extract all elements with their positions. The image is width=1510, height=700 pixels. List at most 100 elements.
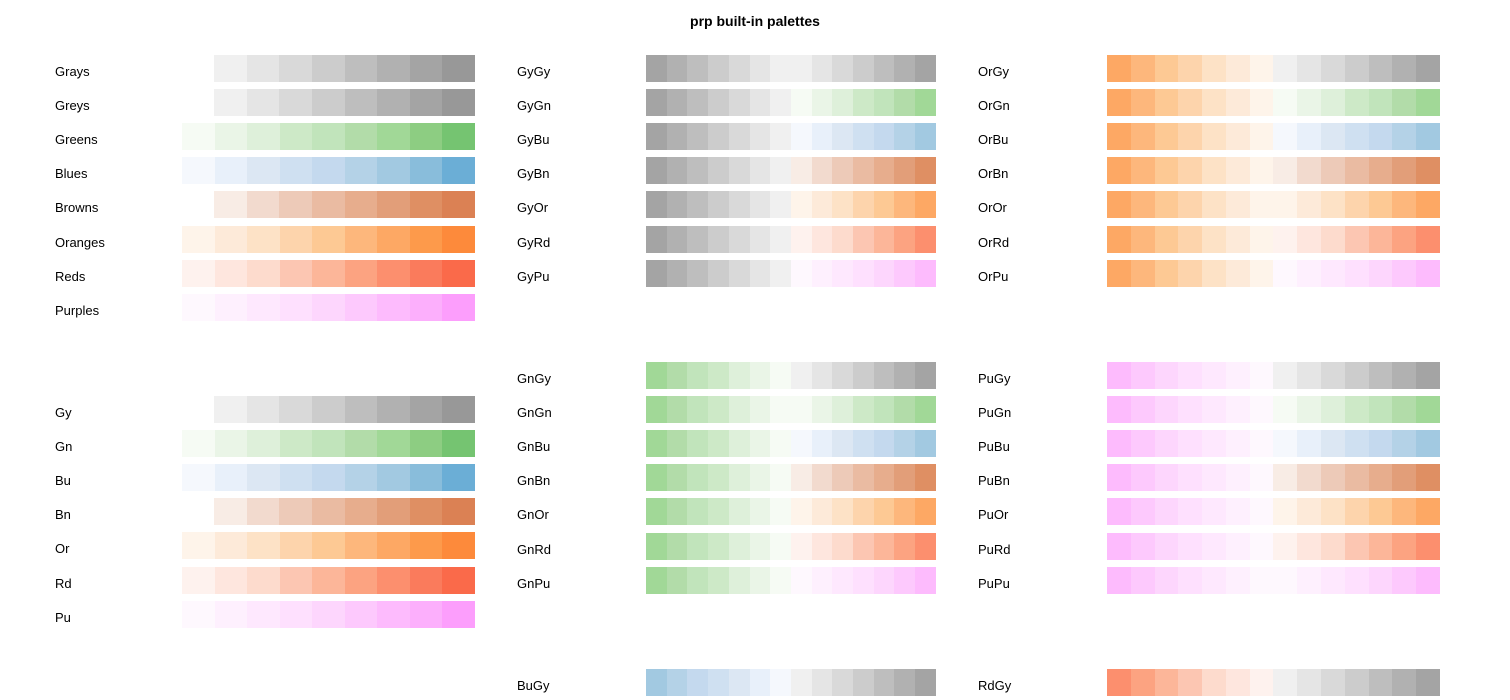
palette-label-gygn: GyGn [517,98,551,113]
palette-swatch [214,226,248,253]
palette-swatch [832,567,854,594]
palette-swatch [1202,498,1226,525]
palette-swatch [344,226,378,253]
palette-swatch [687,362,709,389]
palette-swatch [182,601,215,628]
palette-swatch [1368,191,1393,218]
palette-swatch [790,362,812,389]
palette-swatch [646,464,667,491]
palette-swatch [646,362,667,389]
palette-swatch [853,226,874,253]
palette-swatch [1178,396,1203,423]
palette-swatch [811,260,833,287]
palette-swatch [853,669,874,696]
palette-swatch [728,498,750,525]
palette-swatch [770,567,791,594]
palette-swatch [182,567,215,594]
palette-swatch [1368,567,1393,594]
palette-swatch [873,89,895,116]
palette-label-purples: Purples [55,303,100,318]
palette-swatch [832,260,854,287]
palette-bar-gngy [646,362,936,389]
palette-swatch [182,123,215,150]
palette-swatch [853,191,874,218]
palette-bar-pupu [1107,567,1440,594]
palette-swatch [1297,226,1322,253]
palette-swatch [214,601,248,628]
palette-swatch [873,260,895,287]
palette-bar-gn [182,430,475,457]
palette-swatch [1107,89,1131,116]
palette-swatch [344,157,378,184]
palette-swatch [832,157,854,184]
palette-swatch [1225,430,1250,457]
palette-swatch [646,89,667,116]
palette-swatch [728,567,750,594]
palette-swatch [1273,226,1298,253]
palette-swatch [442,260,475,287]
palette-swatch [666,464,688,491]
palette-swatch [1202,191,1226,218]
palette-swatch [646,260,667,287]
palette-swatch [687,430,709,457]
palette-label-reds: Reds [55,269,86,284]
palette-swatch [708,55,729,82]
palette-swatch [749,123,771,150]
palette-bar-or [182,532,475,559]
palette-swatch [749,55,771,82]
palette-swatch [1344,123,1369,150]
palette-label-puor: PuOr [978,507,1009,522]
palette-swatch [1178,567,1203,594]
palette-swatch [1392,191,1417,218]
palette-swatch [1392,533,1417,560]
palette-swatch [873,191,895,218]
palette-swatch [1344,498,1369,525]
palette-swatch [1297,260,1322,287]
palette-swatch [811,464,833,491]
palette-swatch [1368,89,1393,116]
palette-swatch [894,669,916,696]
palette-swatch [770,498,791,525]
palette-swatch [832,226,854,253]
palette-swatch [708,362,729,389]
palette-swatch [1321,123,1345,150]
palette-swatch [915,396,936,423]
palette-swatch [1130,464,1155,491]
palette-swatch [1392,567,1417,594]
palette-swatch [377,532,410,559]
palette-swatch [442,464,475,491]
palette-swatch [1130,430,1155,457]
palette-swatch [666,396,688,423]
palette-swatch [1225,396,1250,423]
palette-swatch [687,226,709,253]
palette-swatch [811,430,833,457]
palette-swatch [344,294,378,321]
palette-swatch [894,464,916,491]
palette-swatch [811,669,833,696]
palette-swatch [1297,430,1322,457]
palette-swatch [728,362,750,389]
palette-swatch [1273,396,1298,423]
palette-swatch [409,430,443,457]
palette-swatch [853,396,874,423]
palette-swatch [344,191,378,218]
palette-swatch [894,89,916,116]
palette-label-gypu: GyPu [517,269,550,284]
palette-swatch [873,464,895,491]
palette-swatch [1178,157,1203,184]
palette-swatch [790,226,812,253]
palette-swatch [1202,157,1226,184]
palette-swatch [790,669,812,696]
palette-swatch [1273,55,1298,82]
palette-swatch [409,260,443,287]
palette-swatch [377,260,410,287]
palette-bar-gyor [646,191,936,218]
palette-swatch [1297,498,1322,525]
palette-bar-orgn [1107,89,1440,116]
palette-swatch [915,89,936,116]
palette-swatch [853,89,874,116]
palette-swatch [214,260,248,287]
palette-swatch [853,533,874,560]
palette-swatch [344,430,378,457]
palette-swatch [811,533,833,560]
